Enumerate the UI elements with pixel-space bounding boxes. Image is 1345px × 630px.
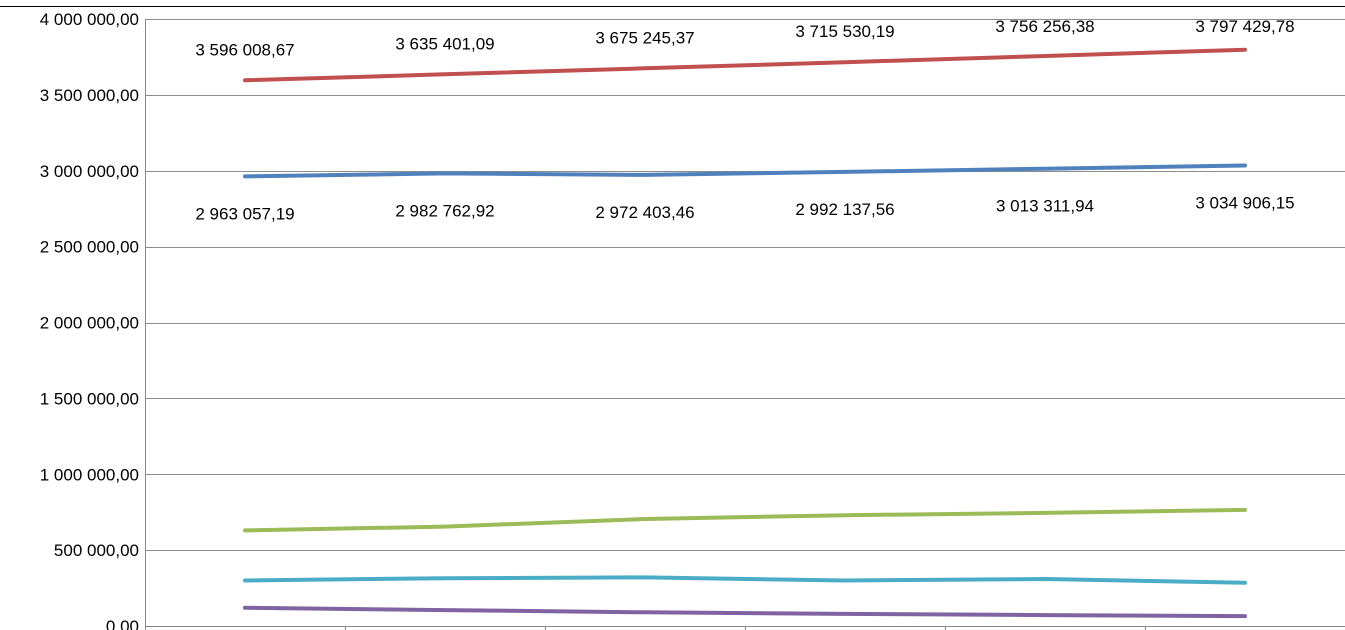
data-label: 3 756 256,38 bbox=[995, 17, 1094, 36]
data-labels: 3 596 008,67 3 635 401,09 3 675 245,37 3 71… bbox=[195, 17, 1294, 223]
data-label: 3 596 008,67 bbox=[195, 40, 294, 59]
data-label: 3 034 906,15 bbox=[1195, 193, 1294, 212]
y-tick-label: 0,00 bbox=[106, 617, 139, 630]
data-label: 2 982 762,92 bbox=[395, 201, 494, 220]
y-tick-label: 3 500 000,00 bbox=[40, 86, 139, 105]
y-tick-label: 2 000 000,00 bbox=[40, 314, 139, 333]
data-label: 3 635 401,09 bbox=[395, 34, 494, 53]
axes: 0,00 500 000,00 1 000 000,00 1 500 000,00 2 … bbox=[0, 6, 1345, 630]
y-tick-label: 4 000 000,00 bbox=[40, 10, 139, 29]
grid-lines bbox=[145, 19, 1345, 627]
series-line-4 bbox=[243, 575, 1247, 585]
series-line-3 bbox=[243, 507, 1247, 533]
y-tick-label: 1 000 000,00 bbox=[40, 465, 139, 484]
y-tick-label: 3 000 000,00 bbox=[40, 162, 139, 181]
y-tick-label: 500 000,00 bbox=[54, 541, 139, 560]
series-lines bbox=[243, 47, 1247, 619]
series-line-5 bbox=[243, 605, 1247, 619]
series-line-1 bbox=[243, 47, 1247, 83]
data-label: 2 992 137,56 bbox=[795, 200, 894, 219]
data-label: 3 675 245,37 bbox=[595, 28, 694, 47]
y-tick-label: 1 500 000,00 bbox=[40, 389, 139, 408]
data-label: 3 013 311,94 bbox=[996, 197, 1094, 216]
y-tick-label: 2 500 000,00 bbox=[40, 238, 139, 257]
data-label: 3 715 530,19 bbox=[795, 22, 894, 41]
data-label: 2 963 057,19 bbox=[195, 204, 294, 223]
series-line-2 bbox=[243, 163, 1247, 179]
data-label: 2 972 403,46 bbox=[595, 203, 694, 222]
data-label: 3 797 429,78 bbox=[1195, 17, 1294, 36]
